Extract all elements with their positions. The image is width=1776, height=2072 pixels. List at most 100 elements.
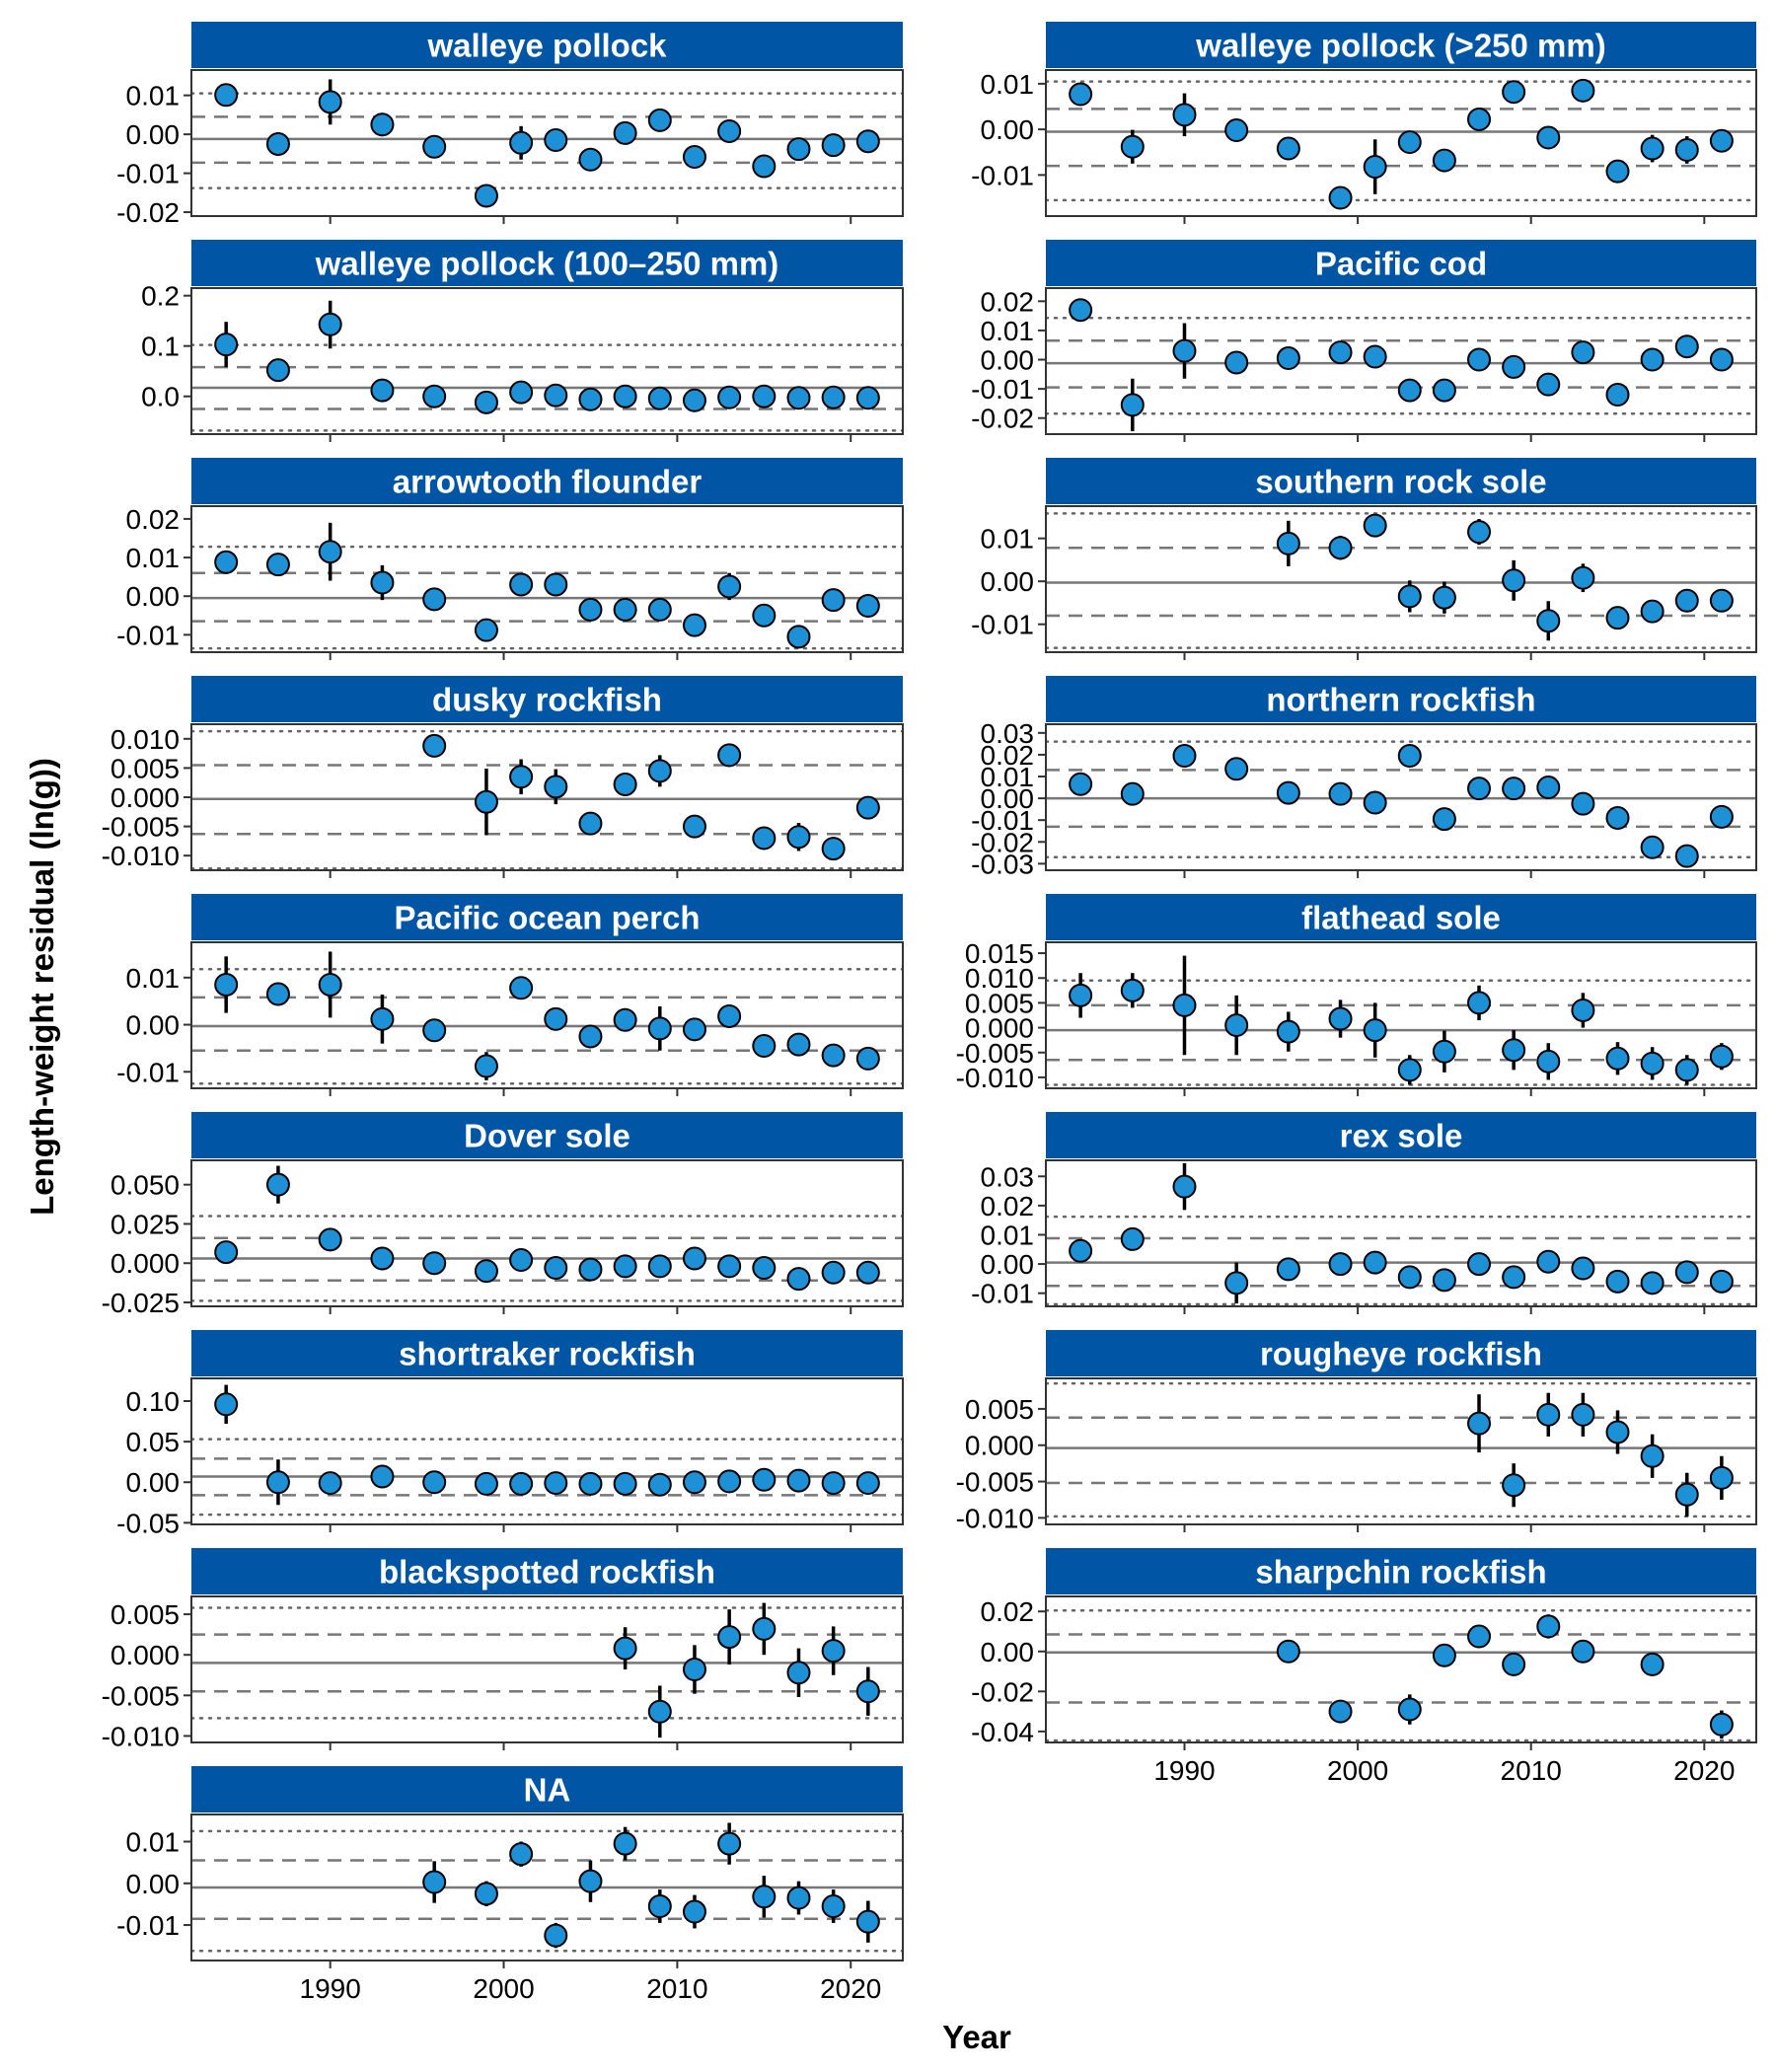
data-point-group — [1605, 1269, 1630, 1294]
y-tick-label: 0.02 — [981, 740, 1035, 771]
data-point — [1276, 1639, 1300, 1664]
facet-title: walleye pollock (>250 mm) — [1195, 28, 1605, 64]
data-point-group — [474, 768, 498, 836]
data-point — [1674, 334, 1699, 359]
data-point — [1224, 1271, 1249, 1295]
plot-area — [191, 724, 903, 870]
data-point — [752, 1885, 777, 1909]
data-point-group — [752, 1256, 777, 1281]
data-point-group — [717, 1254, 742, 1279]
data-point — [1571, 1639, 1595, 1664]
data-point-group — [1276, 520, 1300, 566]
data-point — [647, 759, 672, 783]
data-point — [1397, 1265, 1422, 1290]
data-point-group — [318, 1227, 342, 1252]
plot-area — [1046, 288, 1756, 434]
data-point — [717, 1254, 742, 1279]
y-tick-label: 0.00 — [126, 1467, 181, 1498]
data-point-group — [613, 384, 637, 408]
y-tick-label: -0.02 — [971, 404, 1034, 434]
data-point — [647, 1472, 672, 1497]
y-tick-label: -0.005 — [956, 1038, 1034, 1069]
facet-header — [1046, 240, 1756, 286]
data-point-group — [1640, 1434, 1665, 1478]
data-point-group — [1276, 1011, 1300, 1052]
data-point — [717, 1003, 742, 1028]
facet-header — [191, 1330, 903, 1376]
data-point — [821, 1471, 846, 1496]
data-point-group — [214, 1384, 239, 1425]
data-point — [1536, 1614, 1561, 1639]
facet-header — [1046, 1330, 1756, 1376]
data-point-group — [1172, 323, 1197, 379]
facet-title: southern rock sole — [1255, 464, 1546, 500]
data-point-group — [1120, 378, 1145, 432]
data-point-group — [544, 1006, 568, 1031]
y-tick-label: 0.025 — [111, 1209, 180, 1239]
data-point-group — [422, 733, 447, 758]
data-point — [1709, 1712, 1734, 1737]
data-point-group — [1536, 125, 1561, 150]
data-point-group — [509, 976, 534, 1000]
data-point — [578, 597, 603, 622]
facet-header — [1046, 676, 1756, 722]
data-point — [214, 1240, 239, 1265]
x-axis-title: Year — [942, 2019, 1011, 2055]
reference-lines — [191, 967, 903, 1085]
data-point — [578, 1024, 603, 1049]
data-point — [578, 1869, 603, 1893]
y-tick-label: -0.01 — [116, 1910, 180, 1941]
data-point — [1328, 1252, 1353, 1277]
data-point — [214, 972, 239, 997]
y-tick-label: -0.010 — [956, 1503, 1034, 1533]
data-point-group — [1328, 340, 1353, 365]
data-point — [1709, 347, 1734, 372]
data-point-group — [682, 1246, 706, 1271]
data-point-group — [682, 1470, 706, 1495]
data-point — [370, 570, 395, 595]
data-point-group — [786, 1468, 811, 1493]
data-point-group — [855, 795, 880, 820]
facet-panel: rougheye rockfish 0.005 0.000 -0.005 -0.010 — [956, 1330, 1757, 1533]
facet-panel: southern rock sole 0.01 0.00 -0.01 — [971, 458, 1757, 660]
data-point-group — [1069, 772, 1093, 796]
data-point — [509, 380, 534, 405]
facet-title: blackspotted rockfish — [379, 1554, 715, 1591]
plot-area — [1046, 506, 1756, 652]
data-point — [474, 1259, 498, 1284]
panel-border — [190, 1813, 904, 1961]
y-tick-label: 0.005 — [965, 988, 1034, 1018]
data-point — [1674, 137, 1699, 162]
data-point — [474, 618, 498, 642]
data-point — [1467, 1624, 1492, 1649]
data-point — [265, 358, 290, 383]
y-tick-label: -0.010 — [102, 841, 180, 871]
data-point-group — [717, 385, 742, 409]
data-point-group — [1432, 148, 1456, 173]
data-point — [1172, 338, 1197, 363]
y-tick-label: 0.050 — [111, 1170, 180, 1201]
data-point — [422, 134, 447, 159]
data-point — [1709, 588, 1734, 613]
data-point-group — [1328, 781, 1353, 806]
y-tick-label: 0.01 — [126, 963, 181, 994]
data-point-group — [682, 388, 706, 412]
y-tick-label: 0.010 — [111, 724, 180, 755]
data-point-group — [318, 79, 342, 125]
facet-header — [191, 1112, 903, 1158]
x-tick-label: 1990 — [300, 1973, 361, 2004]
data-point-group — [1276, 1639, 1300, 1664]
data-point-group — [1397, 1055, 1422, 1085]
data-point — [474, 1882, 498, 1906]
data-point-group — [1674, 588, 1699, 613]
data-point — [855, 1909, 880, 1934]
data-point — [544, 1471, 568, 1496]
data-point — [1432, 148, 1456, 173]
data-point-group — [544, 1256, 568, 1281]
data-point-group — [1605, 805, 1630, 830]
data-point — [509, 976, 534, 1000]
data-point — [1536, 1402, 1561, 1427]
data-point — [1674, 1058, 1699, 1082]
data-point-group — [474, 1881, 498, 1907]
data-point-group — [717, 1469, 742, 1494]
